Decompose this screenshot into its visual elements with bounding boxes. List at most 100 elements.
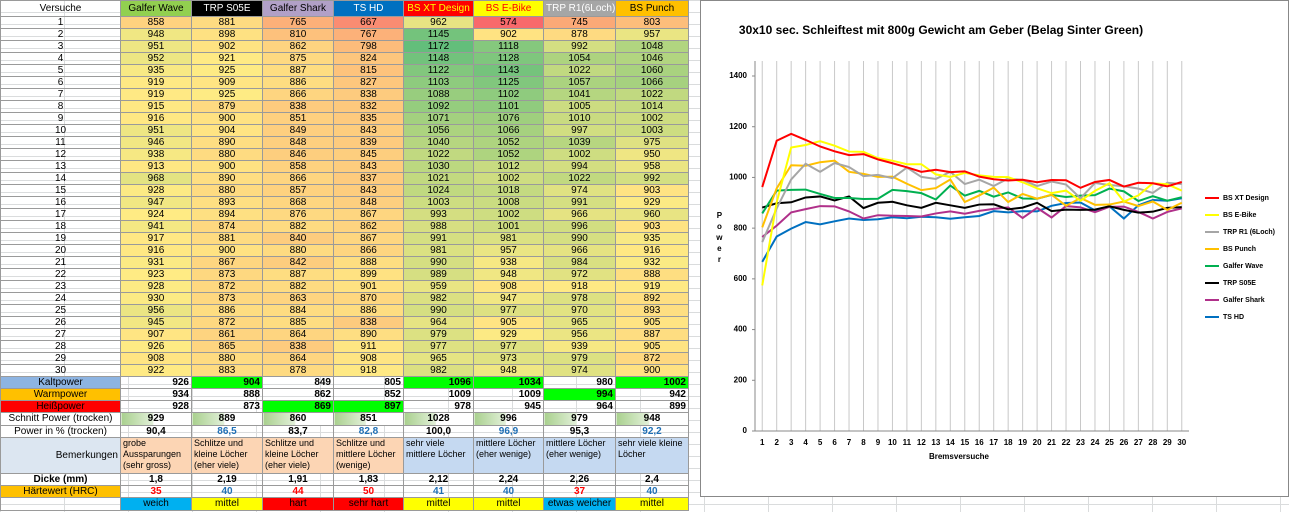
value-cell: 925	[191, 64, 263, 77]
value-cell: 1145	[403, 28, 474, 41]
value-cell: 899	[333, 268, 404, 281]
trial-cell: 14	[0, 172, 121, 185]
value-cell: 887	[262, 64, 334, 77]
rating-cell: mittel	[403, 497, 474, 511]
value-cell: 873	[191, 268, 263, 281]
summary-label: Bemerkungen	[0, 437, 121, 474]
summary-cell: 994	[543, 388, 616, 401]
value-cell: 900	[191, 244, 263, 257]
value-cell: 965	[403, 352, 474, 365]
value-cell: 951	[120, 124, 192, 137]
value-cell: 928	[120, 280, 192, 293]
value-cell: 857	[262, 184, 334, 197]
value-cell: 875	[262, 52, 334, 65]
x-tick-label: 23	[1076, 438, 1085, 447]
legend-label: Galfer Shark	[1223, 297, 1265, 304]
value-cell: 965	[543, 316, 616, 329]
value-cell: 1125	[473, 76, 544, 89]
trial-cell: 22	[0, 268, 121, 281]
y-axis-label: Power	[715, 211, 724, 266]
summary-cell: 2,26	[543, 473, 616, 486]
summary-cell: 978	[403, 400, 474, 413]
x-tick-label: 24	[1091, 438, 1100, 447]
column-header: TS HD	[333, 0, 404, 17]
value-cell: 1002	[473, 208, 544, 221]
chart: 30x10 sec. Schleiftest mit 800g Gewicht …	[700, 0, 1289, 497]
value-cell: 878	[543, 28, 616, 41]
value-cell: 935	[120, 64, 192, 77]
summary-label: Kaltpower	[0, 376, 121, 389]
value-cell: 872	[191, 280, 263, 293]
summary-cell: 1028	[403, 412, 474, 426]
value-cell: 832	[333, 100, 404, 113]
column-header: TRP S05E	[191, 0, 263, 17]
value-cell: 997	[543, 124, 616, 137]
value-cell: 911	[333, 340, 404, 353]
value-cell: 909	[191, 76, 263, 89]
summary-label: Power in % (trocken)	[0, 425, 121, 438]
summary-cell: 996	[473, 412, 544, 426]
summary-cell: 37	[543, 485, 616, 498]
trial-cell: 3	[0, 40, 121, 53]
value-cell: 874	[191, 220, 263, 233]
value-cell: 916	[615, 244, 689, 257]
value-cell: 905	[615, 316, 689, 329]
value-cell: 1002	[543, 148, 616, 161]
header-row: Versuche Galfer Wave TRP S05E Galfer Shark T…	[0, 0, 689, 17]
value-cell: 876	[262, 208, 334, 221]
value-cell: 849	[262, 124, 334, 137]
x-tick-label: 21	[1047, 438, 1056, 447]
summary-cell: 980	[543, 376, 616, 389]
x-tick-label: 16	[975, 438, 984, 447]
value-cell: 917	[120, 232, 192, 245]
summary-cell: mittlere Löcher (eher wenige)	[473, 437, 544, 474]
trial-cell: 17	[0, 208, 121, 221]
value-cell: 1071	[403, 112, 474, 125]
value-cell: 950	[615, 148, 689, 161]
value-cell: 905	[615, 340, 689, 353]
summary-cell: 92,2	[615, 425, 689, 438]
y-tick-label: 600	[734, 274, 748, 283]
value-cell: 974	[543, 364, 616, 377]
series-line	[761, 205, 1183, 238]
x-tick-label: 29	[1163, 438, 1172, 447]
summary-row: Schnitt Power (trocken) 929 889 860 851 1028 9…	[0, 412, 689, 426]
rating-cell: hart	[262, 497, 334, 511]
summary-cell: 964	[543, 400, 616, 413]
value-cell: 851	[262, 112, 334, 125]
summary-cell: 95,3	[543, 425, 616, 438]
value-cell: 1052	[473, 136, 544, 149]
value-cell: 966	[543, 244, 616, 257]
value-cell: 992	[615, 172, 689, 185]
value-cell: 1066	[615, 76, 689, 89]
y-tick-label: 400	[734, 325, 748, 334]
value-cell: 972	[543, 268, 616, 281]
summary-row: Heißpower 928 873 869 897 978 945 964 899	[0, 400, 689, 413]
value-cell: 935	[615, 232, 689, 245]
value-cell: 893	[615, 304, 689, 317]
data-row: 2 948 898 810 767 1145 902 878 957	[0, 28, 689, 41]
x-tick-label: 4	[803, 438, 808, 447]
x-tick-label: 9	[876, 438, 881, 447]
value-cell: 886	[262, 76, 334, 89]
summary-cell: 40	[615, 485, 689, 498]
value-cell: 1060	[615, 64, 689, 77]
value-cell: 951	[120, 40, 192, 53]
rating-row: weich mittel hart sehr hart mittel mittel etwa…	[0, 497, 689, 511]
value-cell: 840	[262, 232, 334, 245]
x-tick-label: 26	[1119, 438, 1128, 447]
x-tick-label: 10	[888, 438, 897, 447]
value-cell: 970	[543, 304, 616, 317]
summary-cell: Schlitze und mittlere Löcher (wenige)	[333, 437, 404, 474]
rating-cell: mittel	[615, 497, 689, 511]
value-cell: 1014	[615, 100, 689, 113]
summary-cell: 1,91	[262, 473, 334, 486]
data-row: 12 938 880 846 845 1022 1052 1002 950	[0, 148, 689, 161]
x-tick-label: 2	[774, 438, 779, 447]
summary-cell: 1034	[473, 376, 544, 389]
value-cell: 938	[120, 148, 192, 161]
value-cell: 880	[191, 352, 263, 365]
x-tick-label: 15	[960, 438, 969, 447]
summary-cell: 926	[120, 376, 192, 389]
x-tick-label: 5	[818, 438, 823, 447]
